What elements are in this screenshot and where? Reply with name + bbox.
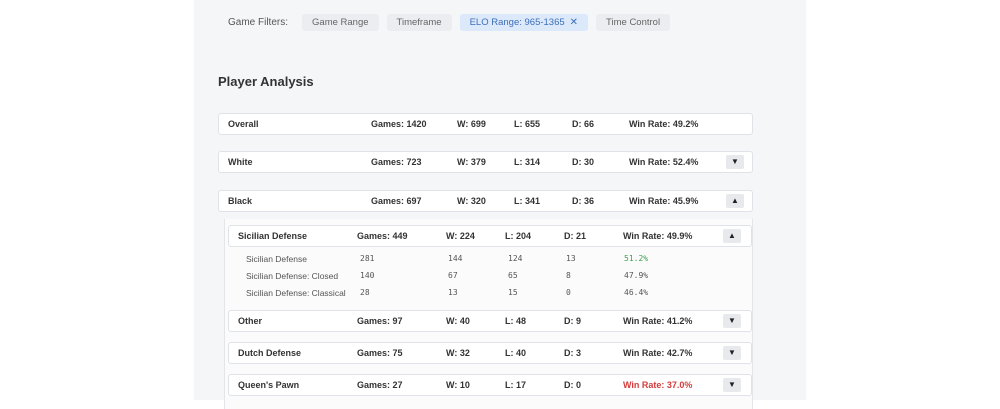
wins-count: W: 320 <box>457 196 486 206</box>
variation-wins: 13 <box>448 288 458 297</box>
opening-row[interactable]: Dutch Defense Games: 75 W: 32 L: 40 D: 3… <box>228 342 752 364</box>
draws-count: D: 0 <box>564 380 582 390</box>
variation-name: Sicilian Defense <box>246 254 307 264</box>
variation-row: Sicilian Defense 281 144 124 13 51.2% <box>246 252 726 266</box>
white-row[interactable]: White Games: 723 W: 379 L: 314 D: 30 Win… <box>218 151 753 173</box>
variation-draws: 8 <box>566 271 571 280</box>
wins-count: W: 224 <box>446 231 475 241</box>
games-count: Games: 697 <box>371 196 422 206</box>
draws-count: D: 21 <box>564 231 587 241</box>
draws-count: D: 36 <box>572 196 595 206</box>
games-count: Games: 449 <box>357 231 408 241</box>
wins-count: W: 32 <box>446 348 470 358</box>
draws-count: D: 66 <box>572 119 595 129</box>
games-count: Games: 97 <box>357 316 403 326</box>
chevron-up-icon[interactable]: ▲ <box>723 229 741 243</box>
opening-row[interactable]: Other Games: 97 W: 40 L: 48 D: 9 Win Rat… <box>228 310 752 332</box>
win-rate: Win Rate: 52.4% <box>629 157 699 167</box>
variation-games: 28 <box>360 288 370 297</box>
row-name: Black <box>228 196 253 206</box>
draws-count: D: 30 <box>572 157 595 167</box>
opening-name: Other <box>238 316 263 326</box>
timeframe-filter[interactable]: Timeframe <box>386 13 452 31</box>
losses-count: L: 204 <box>505 231 532 241</box>
row-name: White <box>228 157 253 167</box>
losses-count: L: 655 <box>514 119 541 129</box>
variation-win-rate: 51.2% <box>624 254 649 263</box>
games-count: Games: 75 <box>357 348 403 358</box>
variation-games: 140 <box>360 271 375 280</box>
variation-name: Sicilian Defense: Classical <box>246 288 346 298</box>
game-range-filter[interactable]: Game Range <box>302 13 379 31</box>
page-title: Player Analysis <box>218 74 314 89</box>
variation-name: Sicilian Defense: Closed <box>246 271 339 281</box>
overall-row: Overall Games: 1420 W: 699 L: 655 D: 66 … <box>218 113 753 135</box>
win-rate: Win Rate: 41.2% <box>623 316 693 326</box>
variation-draws: 13 <box>566 254 576 263</box>
opening-row[interactable]: Sicilian Defense Games: 449 W: 224 L: 20… <box>228 225 752 247</box>
draws-count: D: 9 <box>564 316 582 326</box>
losses-count: L: 48 <box>505 316 527 326</box>
games-count: Games: 723 <box>371 157 422 167</box>
elo-range-filter[interactable]: ELO Range: 965-1365 ✕ <box>459 13 589 31</box>
filters-label: Game Filters: <box>228 16 289 28</box>
variation-losses: 15 <box>508 288 518 297</box>
row-name: Overall <box>228 119 259 129</box>
wins-count: W: 10 <box>446 380 470 390</box>
games-count: Games: 1420 <box>371 119 427 129</box>
opening-name: Queen's Pawn <box>238 380 300 390</box>
elo-range-label: ELO Range: 965-1365 <box>469 16 565 28</box>
variation-draws: 0 <box>566 288 571 297</box>
variation-losses: 65 <box>508 271 518 280</box>
wins-count: W: 40 <box>446 316 470 326</box>
chevron-down-icon[interactable]: ▼ <box>723 346 741 360</box>
variation-games: 281 <box>360 254 375 263</box>
win-rate: Win Rate: 49.9% <box>623 231 693 241</box>
win-rate: Win Rate: 45.9% <box>629 196 699 206</box>
variation-wins: 144 <box>448 254 463 263</box>
variation-row: Sicilian Defense: Classical 28 13 15 0 4… <box>246 286 726 300</box>
variation-row: Sicilian Defense: Closed 140 67 65 8 47.… <box>246 269 726 283</box>
games-count: Games: 27 <box>357 380 403 390</box>
time-control-filter[interactable]: Time Control <box>596 13 671 31</box>
close-icon[interactable]: ✕ <box>569 16 579 28</box>
wins-count: W: 379 <box>457 157 486 167</box>
losses-count: L: 341 <box>514 196 541 206</box>
opening-name: Dutch Defense <box>238 348 302 358</box>
win-rate: Win Rate: 42.7% <box>623 348 693 358</box>
win-rate: Win Rate: 37.0% <box>623 380 693 390</box>
variation-win-rate: 46.4% <box>624 288 649 297</box>
variation-wins: 67 <box>448 271 458 280</box>
chevron-down-icon[interactable]: ▼ <box>723 378 741 392</box>
game-filters: Game Filters: Game Range Timeframe ELO R… <box>228 13 678 31</box>
chevron-up-icon[interactable]: ▲ <box>726 194 744 208</box>
win-rate: Win Rate: 49.2% <box>629 119 699 129</box>
losses-count: L: 40 <box>505 348 527 358</box>
black-row[interactable]: Black Games: 697 W: 320 L: 341 D: 36 Win… <box>218 190 753 212</box>
losses-count: L: 17 <box>505 380 527 390</box>
wins-count: W: 699 <box>457 119 486 129</box>
variation-win-rate: 47.9% <box>624 271 649 280</box>
chevron-down-icon[interactable]: ▼ <box>726 155 744 169</box>
chevron-down-icon[interactable]: ▼ <box>723 314 741 328</box>
opening-row[interactable]: Queen's Pawn Games: 27 W: 10 L: 17 D: 0 … <box>228 374 752 396</box>
variation-losses: 124 <box>508 254 523 263</box>
losses-count: L: 314 <box>514 157 541 167</box>
opening-name: Sicilian Defense <box>238 231 308 241</box>
draws-count: D: 3 <box>564 348 582 358</box>
